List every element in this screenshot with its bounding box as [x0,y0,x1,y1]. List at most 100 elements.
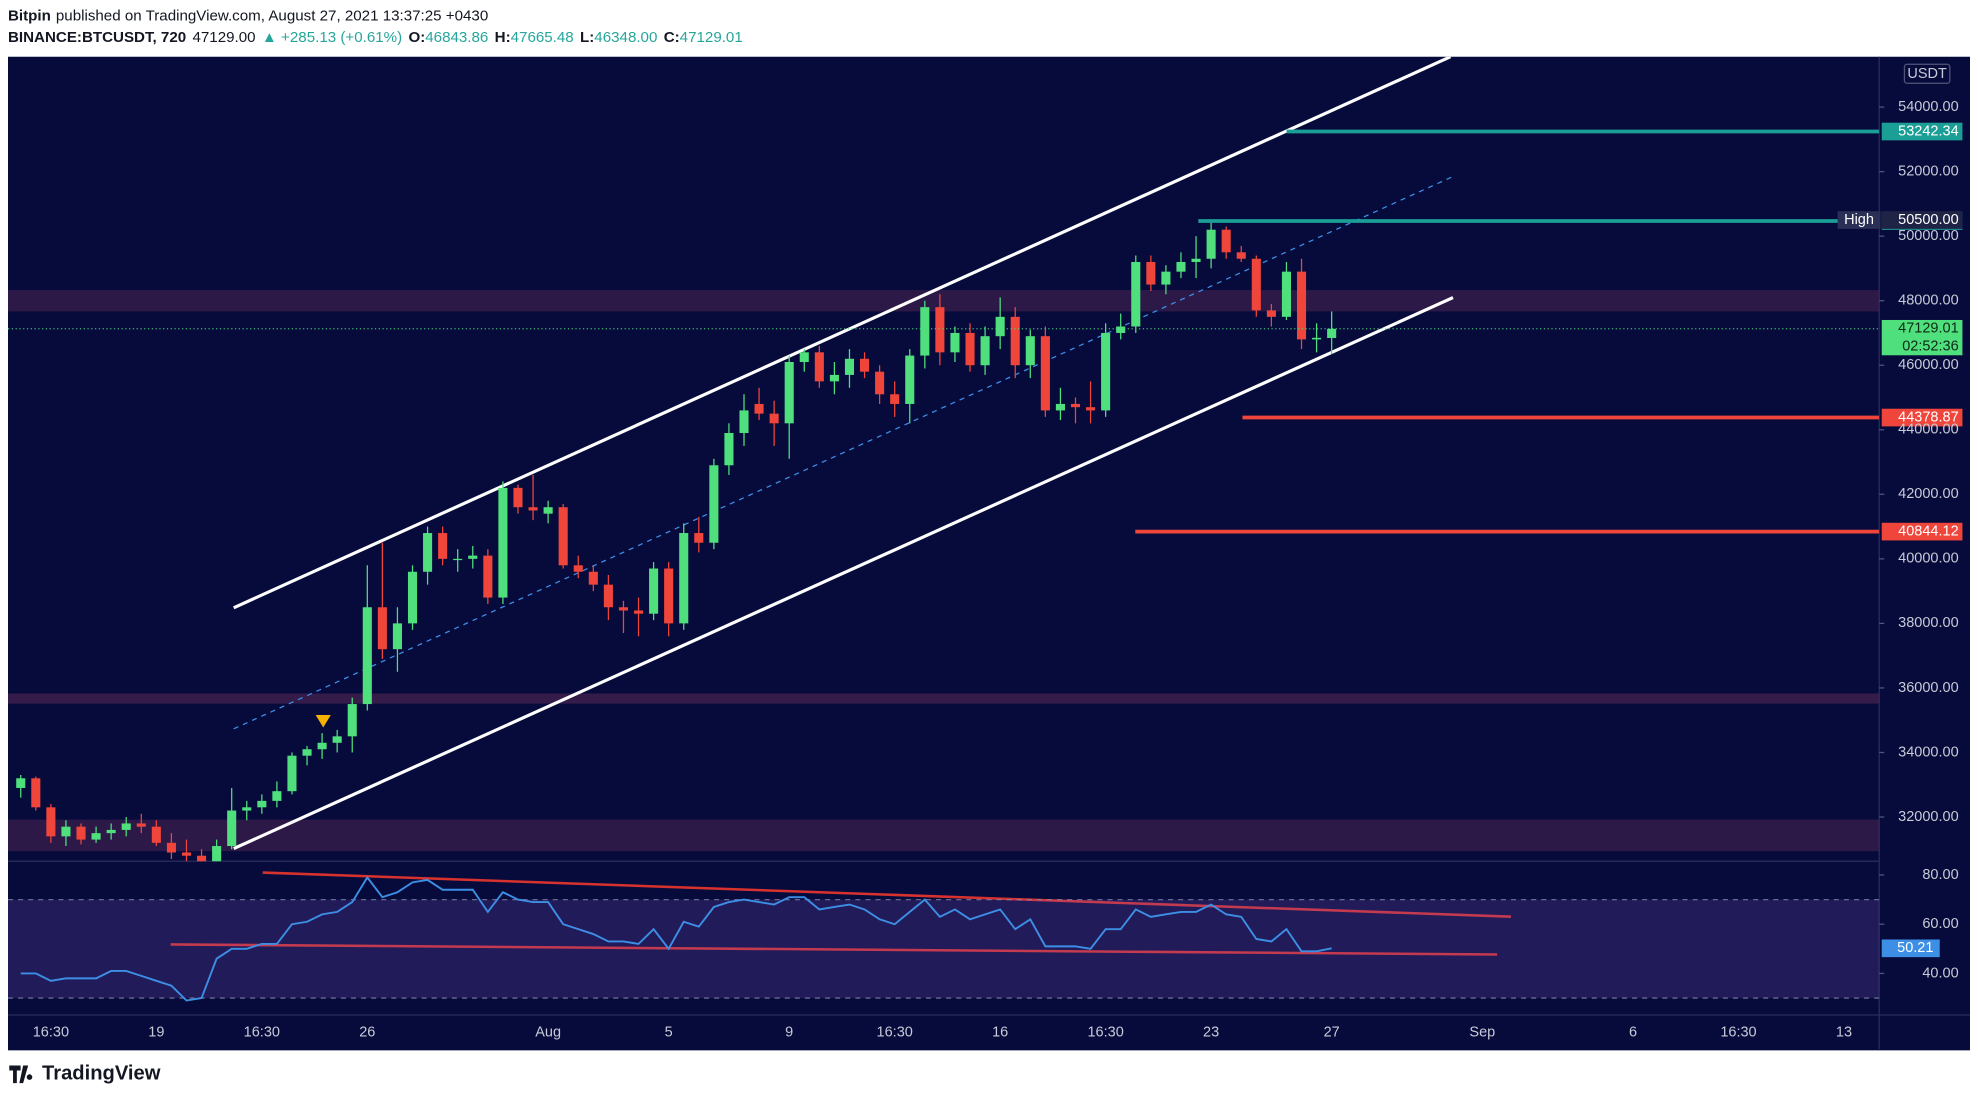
candle-body [558,507,568,566]
high-tag-label: 50500.00 [1898,212,1958,228]
candle-body [784,362,794,424]
ohlc-value: 46843.86 [425,29,488,46]
candle-body [332,736,342,743]
rsi-tick-label: 80.00 [1922,867,1958,883]
candle-body [438,533,448,559]
change: ▲ +285.13 (+0.61%) [262,29,402,46]
candle-body [16,778,26,788]
y-tick-label: 50000.00 [1898,228,1958,244]
candle-body [212,846,222,862]
x-tick-label: 23 [1203,1025,1219,1041]
x-tick-label: Sep [1469,1025,1495,1041]
x-tick-label: Aug [535,1025,561,1041]
candle-body [31,778,41,808]
y-tick-label: 54000.00 [1898,99,1958,115]
x-tick-label: 16:30 [244,1025,280,1041]
high-key-label: High [1844,212,1874,228]
channel-lower [233,296,1454,851]
author: Bitpin [8,7,51,24]
countdown-label: 02:52:36 [1902,338,1958,354]
candle-body [995,316,1005,337]
level-tag [1881,408,1963,427]
rsi-trend [170,943,1498,956]
candle-body [890,394,900,404]
candle-body [573,565,583,572]
candle-body [453,558,463,561]
candle-body [1055,403,1065,411]
high-tag [1881,211,1963,229]
candle-body [1131,261,1141,327]
channel-mid [233,175,1454,730]
candle-body [1176,261,1186,272]
candle-body [543,507,553,514]
candle-body [603,584,613,608]
candle-body [347,704,357,737]
symbol: BINANCE:BTCUSDT, 720 [8,29,186,46]
price: 47129.00 [192,29,255,46]
candle-body [618,607,628,611]
candle-body [76,826,86,840]
candle-body [287,755,297,792]
rsi-tag [1881,939,1940,958]
candle-body [151,826,161,843]
y-tick-label: 38000.00 [1898,615,1958,631]
ohlc-key: H: [495,29,511,46]
header-quote: BINANCE:BTCUSDT, 720 47129.00 ▲ +285.13 (+… [8,29,743,46]
candle-body [61,826,71,837]
candle-body [1312,337,1322,340]
candle-body [181,852,192,856]
x-tick-label: 16:30 [1087,1025,1123,1041]
zone [8,693,1880,704]
level-tag [1881,122,1963,141]
candle-body [317,742,327,750]
candle-body [197,855,207,862]
candle-body [920,307,930,356]
candle-body [302,749,312,756]
candle-body [1281,271,1291,317]
candle-body [513,487,523,508]
candle-body [649,568,659,614]
last-price-label: 47129.01 [1898,321,1958,337]
y-tick-label: 40000.00 [1898,551,1958,567]
candle-body [694,533,704,543]
rsi-drawings [170,871,1512,956]
candle-body [1101,332,1111,411]
last-price-tag [1881,319,1963,356]
candle-body [528,507,538,511]
candle-body [1266,310,1276,317]
candle-body [1251,258,1261,311]
candle-body [679,533,689,624]
candle-body [769,413,779,424]
rsi-pane [8,875,1880,1002]
y-tick-label: 46000.00 [1898,357,1958,373]
x-tick-label: 5 [665,1025,673,1041]
candle-body [709,465,719,543]
candle-body [1296,271,1307,340]
candle-body [377,607,387,650]
candle-body [724,432,734,466]
axis-tags: 53242.3450469.3244378.8740844.1250500.00… [1837,122,1963,958]
candle-body [860,358,870,372]
rsi-tick-label: 40.00 [1922,965,1958,981]
candle-body [136,823,146,827]
rsi-tag-label: 50.21 [1897,940,1933,956]
candle-body [950,332,960,353]
x-tick-label: 16:30 [33,1025,69,1041]
published: published on TradingView.com, August 27,… [56,7,488,24]
candle-body [965,332,975,366]
candle-body [242,807,252,811]
candle-body [905,355,915,404]
candle-body [1010,316,1020,366]
candle-body [498,487,508,598]
candle-body [588,571,598,585]
candle-body [257,800,267,808]
candle-body [1146,261,1156,285]
candle-body [814,352,824,382]
x-tick-label: 19 [148,1025,164,1041]
x-tick-label: 16:30 [877,1025,913,1041]
level-tag-label: 44378.87 [1898,409,1958,425]
candle-body [754,403,764,414]
candle-body [46,807,56,837]
